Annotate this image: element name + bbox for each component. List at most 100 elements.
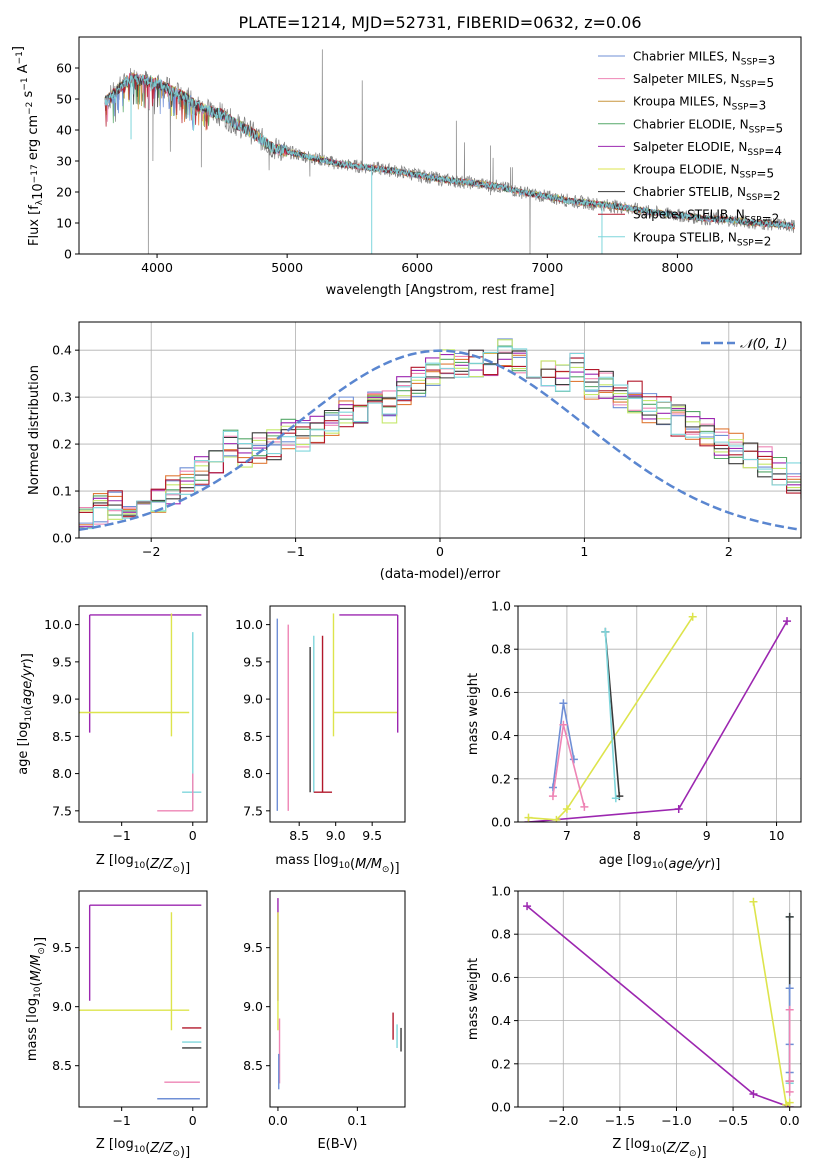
y-axis-label-part: mass [log <box>25 998 40 1061</box>
x-axis-label-part: ( <box>145 857 150 872</box>
weight-point-marker <box>524 813 533 822</box>
x-tick-label: 9.0 <box>326 828 346 843</box>
observed-spectrum-line <box>104 49 795 254</box>
x-tick-label: 5000 <box>271 260 303 275</box>
weight-point-marker <box>674 805 683 814</box>
legend-entry-part: Chabrier STELIB, N <box>633 185 746 199</box>
x-axis-label-part: age/yr <box>668 857 711 872</box>
x-tick-label: 2 <box>725 544 733 559</box>
x-tick-label: 8000 <box>662 260 694 275</box>
weight-point-marker <box>785 1098 794 1107</box>
y-tick-label: 0.1 <box>52 484 72 499</box>
y-tick-label: 9.5 <box>52 654 72 669</box>
x-axis-label-part: )] <box>180 861 190 876</box>
legend-entry-part: =5 <box>756 167 774 181</box>
x-axis-label-part: 10 <box>134 1145 146 1155</box>
axes-frame <box>269 605 406 823</box>
legend-entry-part: Chabrier ELODIE, N <box>633 117 749 131</box>
legend-entry-part: SSP <box>746 193 763 203</box>
legend-entry-part: SSP <box>741 58 758 68</box>
legend-entry-part: Salpeter STELIB, N <box>633 208 745 222</box>
weight-point-marker <box>785 984 794 993</box>
x-axis-label-part: ⊙ <box>689 1149 697 1159</box>
y-tick-label: 9.5 <box>52 940 72 955</box>
y-tick-label: 0.0 <box>491 1100 511 1115</box>
weight-series-line <box>552 724 586 808</box>
y-axis-label-part: age [log <box>16 722 31 775</box>
y-tick-label: 20 <box>56 185 72 200</box>
x-axis-label-part: Z [log <box>96 853 134 868</box>
weight-series-line <box>752 901 791 1107</box>
weight-point-marker <box>785 1005 794 1014</box>
y-axis-label-part: s <box>21 90 36 101</box>
x-axis-label: Z [log10(Z/Z⊙)] <box>96 853 190 876</box>
x-tick-label: 6000 <box>401 260 433 275</box>
age-vs-mass-panel: 8.5 9.0 9.5 7.5 8.0 8.5 9.0 9.5 10.0 mass [log10(… <box>235 605 406 876</box>
y-axis-label-part: ( <box>29 981 44 986</box>
x-axis-label: (data-model)/error <box>380 567 501 582</box>
weight-point-marker <box>548 792 557 801</box>
y-axis-label-part: age/yr <box>20 662 35 705</box>
x-tick-label: 7 <box>563 828 571 843</box>
residual-panel: −2 −1 0 1 2 0.0 0.1 0.2 0.3 0.4 𝒩(0, 1) (data-model… <box>27 321 802 582</box>
histogram-step <box>79 352 801 526</box>
x-tick-label: 10 <box>769 828 785 843</box>
y-tick-label: 1.0 <box>491 599 511 614</box>
histogram-step <box>79 338 801 524</box>
legend-entry-part: Kroupa MILES, N <box>633 95 732 109</box>
x-tick-label: 7000 <box>531 260 563 275</box>
legend-entry-part: Chabrier MILES, N <box>633 50 741 64</box>
legend-entry-part: SSP <box>747 148 764 158</box>
x-axis-label: Z [log10(Z/Z⊙)] <box>96 1137 190 1160</box>
legend-entry-part: SSP <box>740 171 757 181</box>
x-axis-label-part: 10 <box>652 861 664 871</box>
y-tick-label: 10 <box>56 216 72 231</box>
mass-vs-z-panel: −1 08.59.09.5Z [log10(Z/Z⊙)]mass [log10(M… <box>25 890 208 1160</box>
x-axis-label: Z [log10(Z/Z⊙)] <box>612 1137 706 1160</box>
x-tick-label: 0.1 <box>347 1113 367 1128</box>
x-axis-label-part: )] <box>389 861 399 876</box>
x-tick-label: −1.0 <box>661 1113 691 1128</box>
weight-point-marker <box>783 617 792 626</box>
x-tick-label: 9.5 <box>362 828 382 843</box>
weight-point-marker <box>785 1077 794 1086</box>
y-tick-label: 8.0 <box>52 766 72 781</box>
y-tick-label: 30 <box>56 154 72 169</box>
weight-point-marker <box>548 783 557 792</box>
x-axis-label-part: 10 <box>134 861 146 871</box>
legend-entry-part: =4 <box>764 144 782 158</box>
y-tick-label: 9.5 <box>243 940 263 955</box>
y-tick-label: 9.0 <box>243 692 263 707</box>
x-axis-label: wavelength [Angstrom, rest frame] <box>326 283 555 298</box>
legend-entry-part: Salpeter MILES, N <box>633 72 740 86</box>
y-axis-label-part: 10 <box>33 986 43 998</box>
legend-entry: Chabrier STELIB, NSSP=2 <box>633 185 781 203</box>
y-tick-label: 8.5 <box>52 1058 72 1073</box>
axes-frame <box>78 890 208 1108</box>
y-axis-label-part: −1 <box>15 51 25 64</box>
weight-point-marker <box>688 612 697 621</box>
mass-vs-ebv-panel-plot-area <box>277 898 402 1090</box>
x-axis-label-part: ⊙ <box>382 865 390 875</box>
y-tick-label: 0.8 <box>491 642 511 657</box>
legend-entry-part: =2 <box>763 189 781 203</box>
legend-entry-part: Kroupa STELIB, N <box>633 230 737 244</box>
weight-point-marker <box>611 794 620 803</box>
y-tick-label: 0.3 <box>52 390 72 405</box>
residual-panel-plot-area <box>79 338 801 532</box>
age-vs-mass-panel-plot-area <box>276 613 399 811</box>
age-vs-z-panel-plot-area <box>79 613 202 812</box>
y-tick-label: 0.6 <box>491 970 511 985</box>
weight-point-marker <box>562 805 571 814</box>
y-axis-label-part: )] <box>20 653 35 663</box>
y-tick-label: 0.4 <box>491 728 511 743</box>
y-tick-label: 9.0 <box>52 999 72 1014</box>
x-tick-label: −1.5 <box>605 1113 635 1128</box>
x-axis-label: E(B-V) <box>317 1137 357 1152</box>
y-axis-label: mass weight <box>466 673 481 755</box>
y-axis-label-part: M/M <box>29 955 44 982</box>
legend-entry-part: SSP <box>745 216 762 226</box>
y-axis-label-part: −1 <box>20 77 30 90</box>
